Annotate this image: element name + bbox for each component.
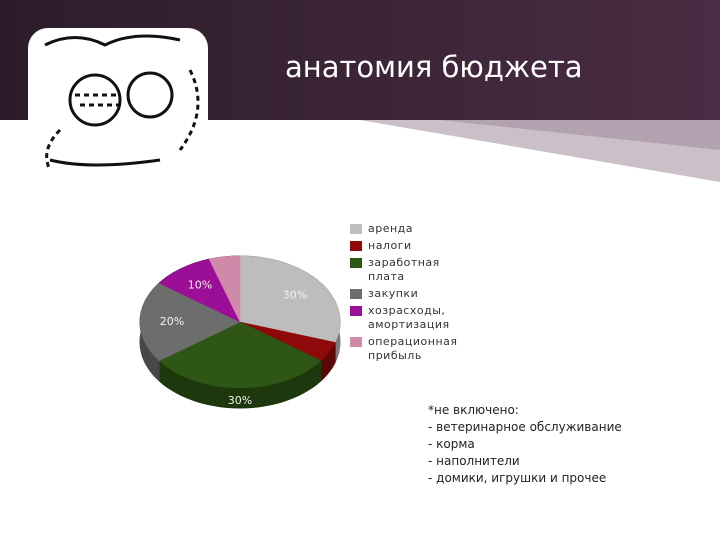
note-title: *не включено:: [428, 403, 519, 417]
legend-swatch: [350, 258, 362, 268]
value-label: 30%: [228, 394, 252, 407]
legend-swatch: [350, 224, 362, 234]
legend: аренда налоги заработная плата закупки хозра…: [350, 222, 475, 366]
slice: [239, 321, 336, 362]
slice: [158, 258, 241, 323]
value-label: 20%: [160, 315, 184, 328]
value-label: 10%: [188, 279, 212, 292]
legend-label: заработная плата: [368, 256, 440, 283]
legend-item: закупки: [350, 287, 475, 301]
header-accent: [440, 120, 720, 150]
slice: [158, 321, 322, 389]
legend-label: налоги: [368, 239, 412, 252]
legend-swatch: [350, 241, 362, 251]
legend-label: аренда: [368, 222, 414, 235]
value-label: 30%: [283, 289, 307, 302]
legend-item: аренда: [350, 222, 475, 236]
slice: [208, 255, 241, 323]
legend-swatch: [350, 289, 362, 299]
slice: [239, 255, 341, 343]
legend-item: налоги: [350, 239, 475, 253]
note-item: - ветеринарное обслуживание: [428, 420, 622, 434]
note-item: - наполнители: [428, 454, 520, 468]
legend-item: хозрасходы, амортизация: [350, 304, 475, 332]
legend-label: закупки: [368, 287, 419, 300]
legend-swatch: [350, 337, 362, 347]
legend-label: хозрасходы, амортизация: [368, 304, 450, 331]
legend-item: заработная плата: [350, 256, 475, 284]
slide-title: анатомия бюджета: [285, 50, 583, 84]
logo: [28, 28, 208, 178]
note-item: - корма: [428, 437, 475, 451]
legend-swatch: [350, 306, 362, 316]
legend-item: операционная прибыль: [350, 335, 475, 363]
note: *не включено: - ветеринарное обслуживани…: [428, 402, 622, 487]
legend-label: операционная прибыль: [368, 335, 458, 362]
slice: [139, 282, 241, 362]
note-item: - домики, игрушки и прочее: [428, 471, 607, 485]
